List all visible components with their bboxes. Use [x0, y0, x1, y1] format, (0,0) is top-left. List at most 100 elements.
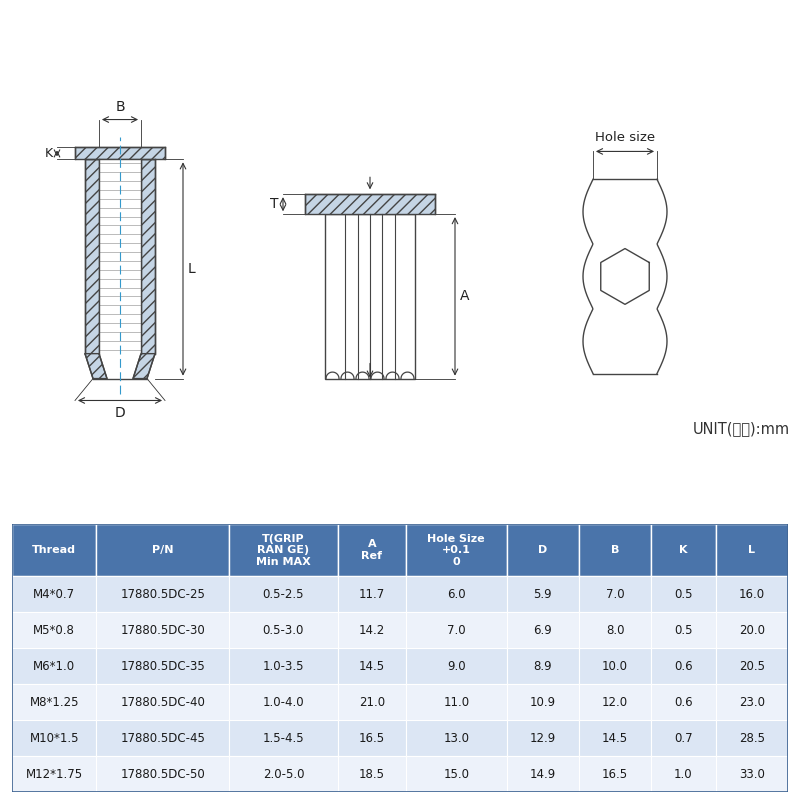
- Text: A
Ref: A Ref: [362, 539, 382, 561]
- Text: 17880.5DC-45: 17880.5DC-45: [120, 731, 206, 745]
- Bar: [12, 648, 97, 684]
- Text: 23.0: 23.0: [739, 696, 765, 709]
- Text: M12*1.75: M12*1.75: [26, 767, 82, 781]
- Bar: [579, 684, 651, 720]
- Text: 17880.5DC-40: 17880.5DC-40: [120, 696, 206, 709]
- Text: T: T: [270, 198, 279, 211]
- Bar: [716, 612, 788, 648]
- Bar: [229, 720, 338, 756]
- Bar: [506, 684, 579, 720]
- Text: M10*1.5: M10*1.5: [30, 731, 79, 745]
- Text: 13.0: 13.0: [443, 731, 470, 745]
- Bar: [338, 720, 406, 756]
- Bar: [229, 756, 338, 792]
- Text: 16.0: 16.0: [738, 588, 765, 601]
- Bar: [12, 720, 97, 756]
- Text: M8*1.25: M8*1.25: [30, 696, 79, 709]
- Bar: [97, 756, 229, 792]
- Bar: [12, 684, 97, 720]
- Bar: [579, 524, 651, 576]
- Bar: [229, 612, 338, 648]
- Text: D: D: [114, 406, 126, 421]
- Bar: [12, 612, 97, 648]
- Text: B: B: [611, 545, 619, 555]
- Bar: [506, 612, 579, 648]
- Bar: [12, 756, 97, 792]
- Bar: [97, 648, 229, 684]
- Text: 16.5: 16.5: [602, 767, 628, 781]
- Bar: [506, 720, 579, 756]
- Text: 17880.5DC-25: 17880.5DC-25: [120, 588, 206, 601]
- Text: K: K: [45, 147, 53, 160]
- Bar: [97, 720, 229, 756]
- Text: B: B: [115, 99, 125, 114]
- Bar: [305, 194, 435, 214]
- Bar: [579, 648, 651, 684]
- Bar: [651, 524, 716, 576]
- Bar: [338, 756, 406, 792]
- Text: 1.5-4.5: 1.5-4.5: [262, 731, 304, 745]
- Text: 0.5: 0.5: [674, 588, 693, 601]
- Bar: [229, 524, 338, 576]
- Text: 28.5: 28.5: [739, 731, 765, 745]
- Bar: [506, 756, 579, 792]
- Bar: [651, 720, 716, 756]
- Text: 6.0: 6.0: [447, 588, 466, 601]
- Text: 8.9: 8.9: [534, 660, 552, 673]
- Bar: [406, 756, 506, 792]
- Text: 20.0: 20.0: [739, 624, 765, 637]
- Bar: [12, 576, 97, 612]
- Text: Hole Size
+0.1
0: Hole Size +0.1 0: [427, 534, 485, 566]
- Text: 11.0: 11.0: [443, 696, 470, 709]
- Bar: [338, 648, 406, 684]
- Text: M6*1.0: M6*1.0: [33, 660, 75, 673]
- Text: 0.5: 0.5: [674, 624, 693, 637]
- Text: 20.5: 20.5: [739, 660, 765, 673]
- Bar: [406, 576, 506, 612]
- Bar: [579, 720, 651, 756]
- Bar: [506, 524, 579, 576]
- Bar: [12, 524, 97, 576]
- Bar: [579, 576, 651, 612]
- Text: 18.5: 18.5: [359, 767, 385, 781]
- Bar: [579, 756, 651, 792]
- Bar: [406, 612, 506, 648]
- Text: Thread: Thread: [32, 545, 76, 555]
- Bar: [338, 684, 406, 720]
- Text: D: D: [538, 545, 547, 555]
- Text: 0.6: 0.6: [674, 660, 693, 673]
- Text: 14.5: 14.5: [358, 660, 385, 673]
- Polygon shape: [85, 354, 107, 378]
- Text: 5.9: 5.9: [534, 588, 552, 601]
- Text: K: K: [679, 545, 688, 555]
- Text: 11.7: 11.7: [358, 588, 385, 601]
- Bar: [716, 756, 788, 792]
- Bar: [338, 576, 406, 612]
- Polygon shape: [133, 354, 155, 378]
- Text: 16.5: 16.5: [358, 731, 385, 745]
- Text: 17880.5DC-35: 17880.5DC-35: [121, 660, 205, 673]
- Bar: [229, 684, 338, 720]
- Bar: [406, 720, 506, 756]
- Text: 0.5-2.5: 0.5-2.5: [262, 588, 304, 601]
- Text: 7.0: 7.0: [447, 624, 466, 637]
- Bar: [506, 576, 579, 612]
- Bar: [75, 147, 165, 159]
- Bar: [506, 648, 579, 684]
- Text: M4*0.7: M4*0.7: [33, 588, 75, 601]
- Bar: [716, 684, 788, 720]
- Text: 1.0-3.5: 1.0-3.5: [262, 660, 304, 673]
- Bar: [406, 684, 506, 720]
- Text: 14.2: 14.2: [358, 624, 385, 637]
- Text: L: L: [748, 545, 755, 555]
- Text: 10.0: 10.0: [602, 660, 628, 673]
- Bar: [97, 612, 229, 648]
- Text: L: L: [188, 262, 196, 276]
- Bar: [651, 684, 716, 720]
- Bar: [716, 648, 788, 684]
- Text: 7.0: 7.0: [606, 588, 625, 601]
- Bar: [141, 159, 155, 354]
- Bar: [229, 576, 338, 612]
- Bar: [579, 612, 651, 648]
- Bar: [651, 576, 716, 612]
